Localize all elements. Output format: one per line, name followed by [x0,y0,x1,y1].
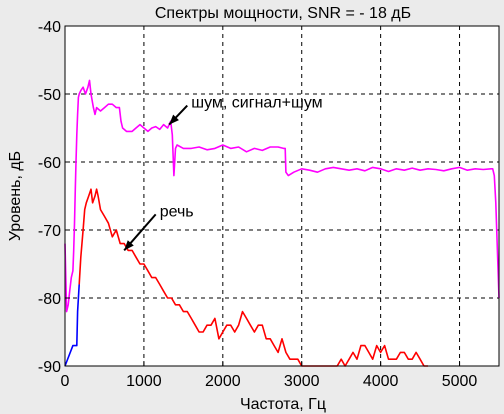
y-tick-label: -90 [38,359,61,376]
chart-title: Спектры мощности, SNR = - 18 дБ [155,5,411,22]
plot-frame [64,25,500,367]
x-tick-label: 5000 [442,373,478,390]
plot-area [65,26,499,366]
y-tick-label: -50 [38,87,61,104]
annotation-arrowhead-1 [169,114,179,125]
series-layer [64,79,500,367]
annotation-label-1: шум, сигнал+шум [191,95,322,112]
series-line-2 [78,188,428,367]
y-tick-label: -70 [38,223,61,240]
y-tick-label: -60 [38,155,61,172]
series-line-3 [64,284,80,367]
x-tick-label: 4000 [363,373,399,390]
grid-lines [65,26,499,366]
annotation-label-2: речь [160,203,194,220]
y-tick-label: -40 [38,19,61,36]
x-tick-label: 3000 [284,373,320,390]
x-tick-label: 2000 [205,373,241,390]
annotations: шум, сигнал+шум речь [123,95,323,252]
axis-ticks: 0 1000 2000 3000 4000 5000 -90 -80 -70 -60 -50 -40 [38,19,478,390]
x-axis-label: Частота, Гц [240,396,326,413]
y-tick-label: -80 [38,291,61,308]
series-line-1 [64,79,500,313]
y-axis-label: Уровень, дБ [7,151,24,241]
x-tick-label: 1000 [126,373,162,390]
x-tick-label: 0 [61,373,70,390]
annotation-arrowhead-2 [124,240,134,251]
